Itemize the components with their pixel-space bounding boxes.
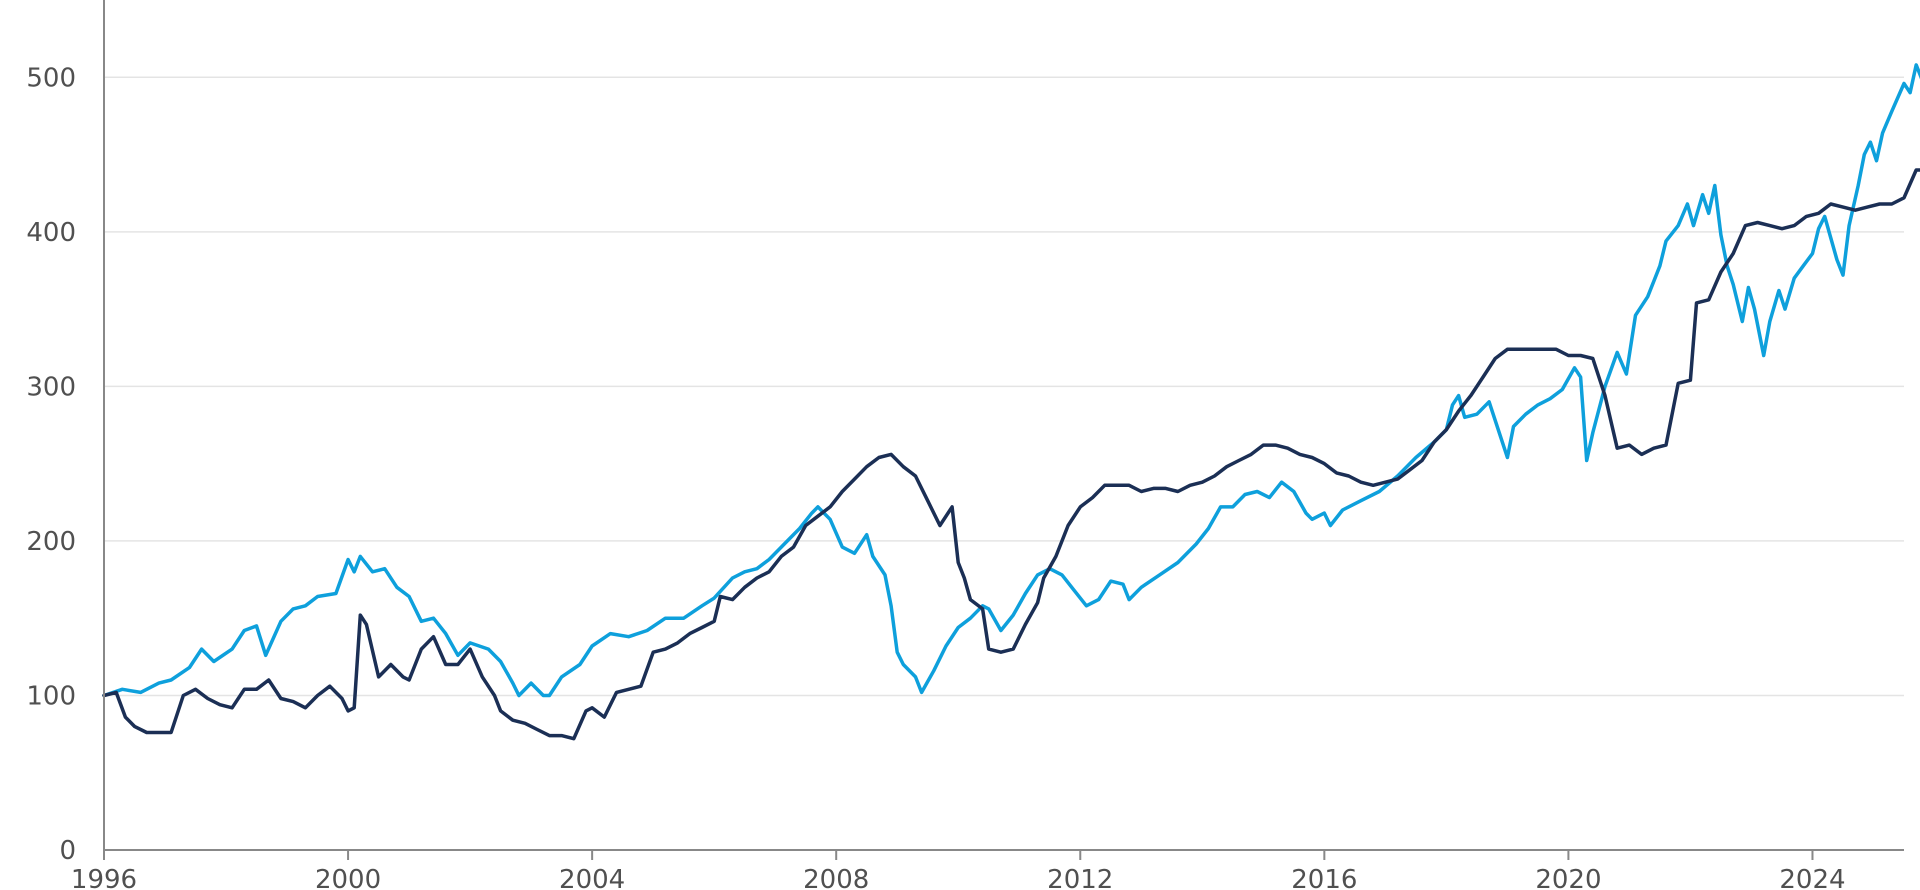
x-tick-labels: 1996 2000 2004 2008 2012 2016 2020 2024	[71, 850, 1846, 890]
series-line-2	[102, 168, 1920, 741]
series-line-1	[102, 63, 1920, 698]
x-tick-label: 2016	[1291, 865, 1357, 890]
series-layer	[102, 63, 1920, 741]
y-tick-label: 400	[26, 218, 76, 248]
x-tick-label: 2020	[1535, 865, 1601, 890]
x-tick-label: 2024	[1779, 865, 1845, 890]
y-tick-label: 200	[26, 527, 76, 557]
grid-lines	[104, 76, 1904, 697]
x-tick-label: 2008	[803, 865, 869, 890]
y-tick-labels: 0 100 200 300 400 500	[26, 63, 76, 866]
x-tick-label: 2004	[559, 865, 625, 890]
y-tick-label: 500	[26, 63, 76, 93]
x-tick-label: 1996	[71, 865, 137, 890]
y-tick-label: 0	[59, 836, 76, 866]
x-tick-label: 2012	[1047, 865, 1113, 890]
y-tick-label: 300	[26, 372, 76, 402]
axes	[103, 0, 1904, 851]
y-tick-label: 100	[26, 681, 76, 711]
x-tick-label: 2000	[315, 865, 381, 890]
